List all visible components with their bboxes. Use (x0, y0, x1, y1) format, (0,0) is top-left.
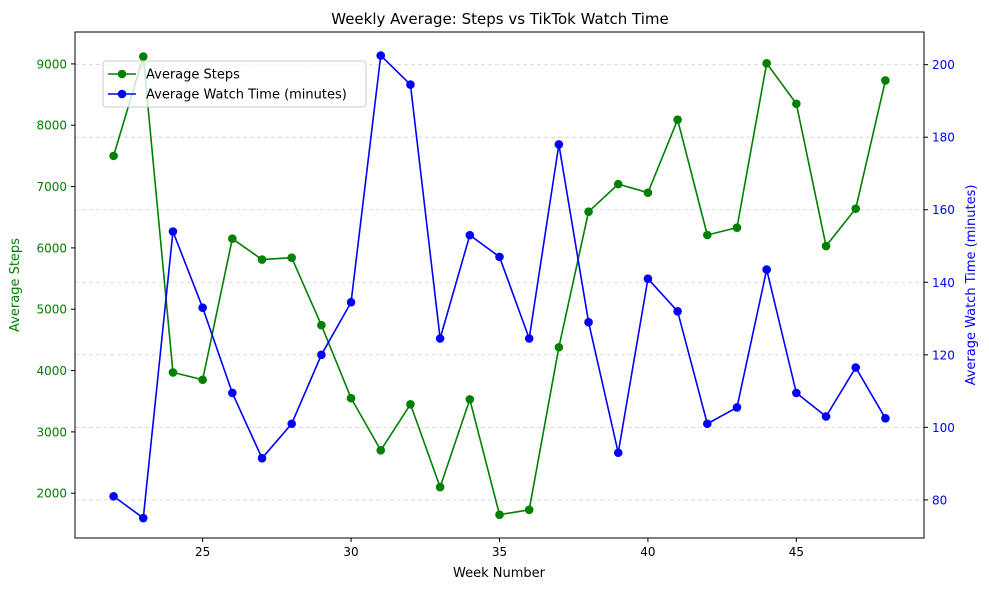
point-steps (554, 342, 564, 352)
point-watch-time (228, 388, 237, 398)
point-watch-time (702, 419, 712, 429)
point-steps (673, 115, 682, 125)
point-steps (109, 151, 118, 161)
point-steps (821, 241, 831, 251)
point-steps (643, 188, 653, 197)
point-steps (465, 395, 475, 404)
point-watch-time (762, 265, 771, 274)
point-watch-time (881, 414, 890, 423)
axes: 25 30 35 40 45 2000 3000 4000 5000 6000 7000 8000 90… (36, 57, 954, 559)
point-watch-time (495, 252, 504, 262)
point-watch-time (317, 350, 326, 360)
x-tick-label: 25 (195, 545, 210, 559)
point-watch-time (109, 491, 118, 501)
point-watch-time (376, 51, 386, 60)
point-steps (732, 223, 742, 232)
point-steps (376, 445, 386, 455)
y-right-tick-label: 120 (932, 348, 955, 362)
point-steps (435, 482, 445, 492)
x-tick-label: 30 (343, 545, 358, 559)
point-watch-time (732, 403, 742, 412)
y-right-tick-label: 100 (932, 421, 955, 435)
y-right-tick-label: 180 (932, 131, 955, 145)
point-watch-time (673, 306, 682, 316)
legend: Average Steps Average Watch Time (minute… (102, 60, 367, 108)
point-watch-time (524, 334, 534, 343)
y-left-tick-label: 9000 (36, 57, 67, 71)
y-left-tick-label: 6000 (36, 241, 67, 255)
point-watch-time (821, 412, 831, 421)
point-steps (346, 393, 356, 403)
point-watch-time (406, 80, 415, 89)
point-steps (792, 99, 801, 109)
point-steps (406, 399, 415, 409)
y-right-tick-label: 140 (932, 276, 955, 290)
point-steps (257, 255, 267, 264)
point-watch-time (792, 388, 801, 398)
point-watch-time (287, 419, 297, 429)
y-right-tick-label: 80 (932, 493, 947, 507)
point-watch-time (257, 453, 267, 463)
point-watch-time (465, 230, 475, 240)
point-watch-time (198, 303, 207, 312)
legend-steps-label: Average Steps (146, 68, 240, 83)
y-axis-right-label: Average Watch Time (minutes) (964, 185, 979, 386)
y-right-tick-label: 200 (932, 58, 955, 72)
y-axis-left-label: Average Steps (8, 238, 23, 332)
y-right-tick-label: 160 (932, 203, 955, 217)
point-watch-time (851, 363, 861, 372)
point-steps (762, 58, 771, 68)
point-watch-time (138, 513, 148, 523)
legend-box (102, 60, 367, 108)
point-steps (317, 320, 326, 330)
y-left-tick-label: 8000 (36, 119, 67, 133)
chart-title: Weekly Average: Steps vs TikTok Watch Ti… (331, 10, 669, 28)
y-left-tick-label: 2000 (36, 487, 67, 501)
series-steps (109, 52, 890, 519)
series-watch-time (109, 51, 890, 523)
legend-watch-time-marker (117, 89, 127, 99)
y-left-tick-label: 7000 (36, 180, 67, 194)
point-steps (584, 207, 593, 217)
point-watch-time (168, 227, 178, 236)
point-steps (851, 204, 861, 213)
y-left-tick-label: 3000 (36, 425, 67, 439)
point-steps (228, 234, 237, 243)
y-left-tick-label: 4000 (36, 364, 67, 378)
x-tick-label: 40 (640, 545, 655, 559)
point-steps (524, 505, 534, 515)
point-watch-time (554, 140, 564, 149)
point-watch-time (435, 334, 445, 343)
x-axis-label: Week Number (453, 566, 546, 581)
point-steps (495, 510, 504, 519)
point-steps (702, 230, 712, 240)
point-watch-time (643, 274, 653, 283)
y-left-tick-label: 5000 (36, 303, 67, 317)
point-steps (287, 253, 297, 263)
point-watch-time (346, 297, 356, 307)
point-steps (138, 52, 148, 61)
point-watch-time (613, 448, 623, 458)
point-steps (168, 368, 178, 377)
point-steps (881, 76, 890, 85)
point-steps (198, 375, 207, 385)
x-tick-label: 45 (789, 545, 804, 559)
series (109, 51, 890, 523)
point-watch-time (584, 317, 593, 327)
grid (75, 64, 924, 501)
legend-steps-marker (117, 69, 127, 79)
x-tick-label: 35 (492, 545, 507, 559)
legend-watch-time-label: Average Watch Time (minutes) (146, 88, 347, 103)
point-steps (613, 179, 623, 189)
